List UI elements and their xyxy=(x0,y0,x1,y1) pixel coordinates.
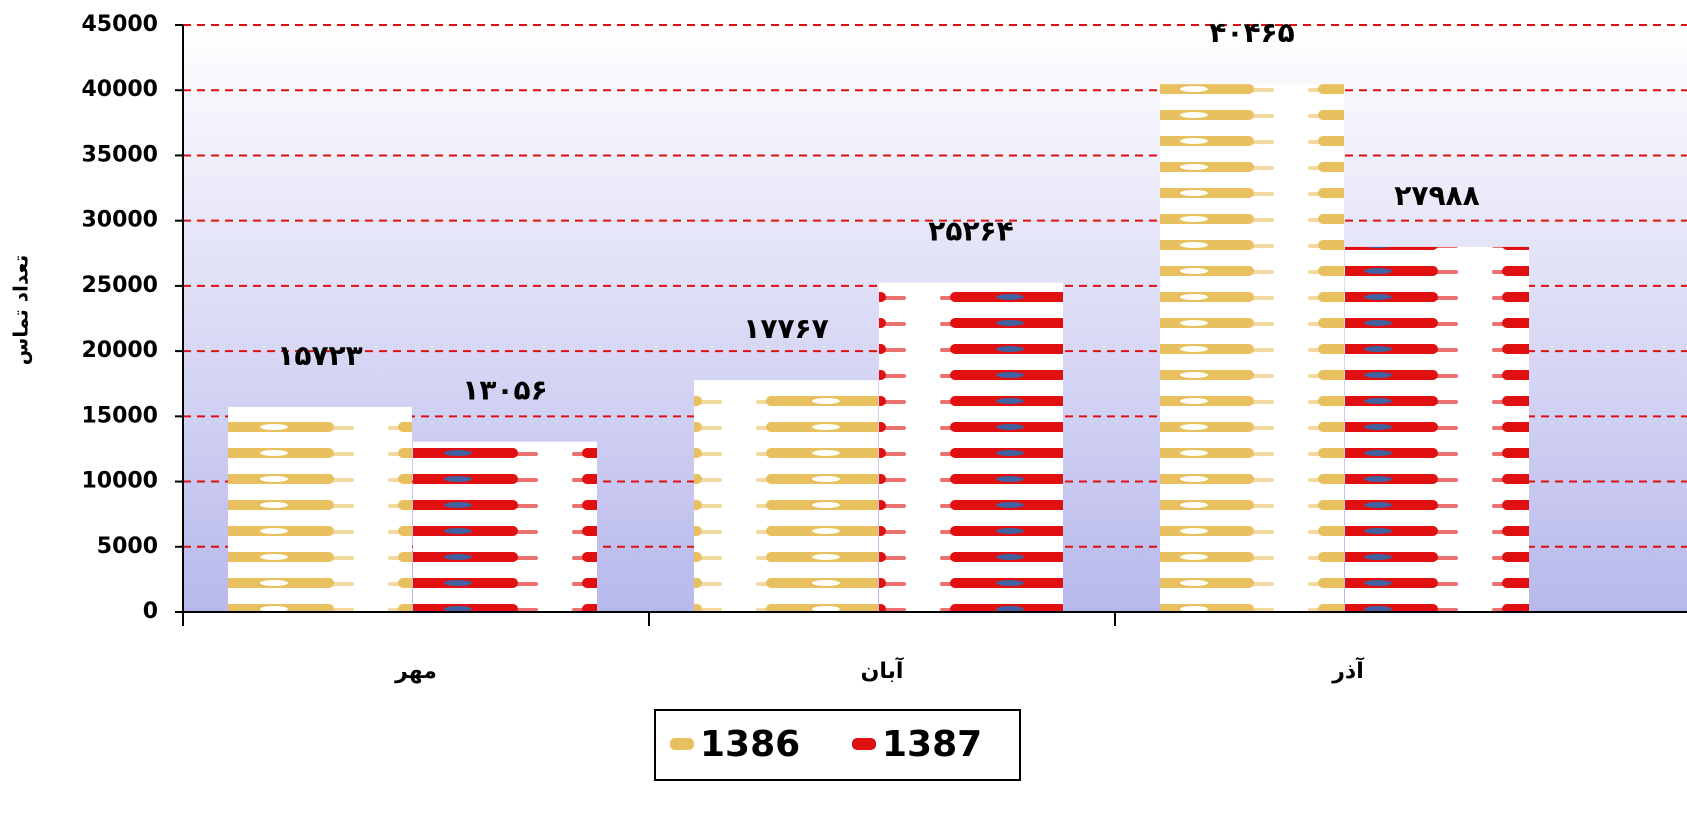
value-label: ۱۷۷۶۷ xyxy=(743,312,828,345)
y-tick-label: 0 xyxy=(143,599,158,624)
value-label: ۲۷۹۸۸ xyxy=(1394,179,1479,212)
bar xyxy=(879,282,1063,612)
x-tick-label: مهر xyxy=(394,659,437,684)
y-tick-label: 30000 xyxy=(81,208,158,233)
legend-swatch xyxy=(852,738,876,750)
x-tick-label: آبان xyxy=(861,656,904,684)
legend-label: 1386 xyxy=(700,724,800,765)
y-tick-label: 10000 xyxy=(81,469,158,494)
value-label: ۲۵۲۶۴ xyxy=(928,214,1013,247)
bar xyxy=(228,407,412,612)
x-tick-label: آذر xyxy=(1331,656,1364,684)
value-label: ۱۵۷۲۳ xyxy=(277,339,362,372)
y-tick-label: 35000 xyxy=(81,142,158,167)
legend-label: 1387 xyxy=(882,724,982,765)
value-label: ۴۰۴۶۵ xyxy=(1209,16,1294,49)
y-tick-label: 15000 xyxy=(81,403,158,428)
value-label: ۱۳۰۵۶ xyxy=(462,374,547,407)
y-tick-label: 40000 xyxy=(81,77,158,102)
y-tick-label: 20000 xyxy=(81,338,158,363)
chart: تعداد تماس 0 5000 10000 15000 20000 25000 3000… xyxy=(0,0,1687,840)
bar xyxy=(1345,247,1529,612)
y-tick-label: 5000 xyxy=(97,534,158,559)
y-tick-label: 45000 xyxy=(81,12,158,37)
bar xyxy=(413,442,597,612)
y-axis-title: تعداد تماس xyxy=(9,255,33,365)
y-tick-label: 25000 xyxy=(81,273,158,298)
bar xyxy=(694,380,878,612)
legend-swatch xyxy=(670,738,694,750)
bar xyxy=(1160,84,1344,612)
